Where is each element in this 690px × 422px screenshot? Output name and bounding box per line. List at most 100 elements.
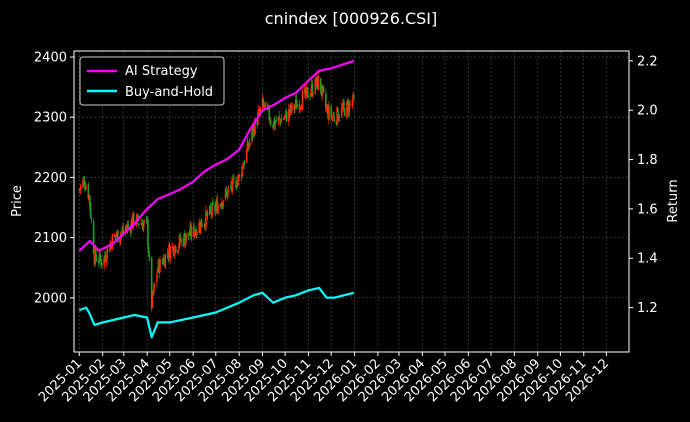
candle-body bbox=[232, 175, 234, 178]
y-axis-left: 2000 2100 2200 2300 2400 bbox=[34, 51, 74, 306]
candle-body bbox=[101, 263, 103, 266]
candle-body bbox=[136, 214, 139, 216]
candle-body bbox=[105, 261, 108, 263]
candle-body bbox=[196, 231, 198, 235]
candle-body bbox=[259, 107, 262, 112]
candle-body bbox=[98, 260, 100, 263]
candle-body bbox=[82, 180, 84, 188]
candle-body bbox=[322, 85, 324, 89]
candle-body bbox=[312, 93, 314, 96]
candle-body bbox=[248, 145, 250, 147]
candle-body bbox=[209, 207, 212, 211]
candle-body bbox=[150, 257, 153, 308]
candle-body bbox=[291, 103, 293, 111]
candle-body bbox=[219, 204, 222, 207]
candle-body bbox=[242, 163, 245, 170]
candle-body bbox=[322, 86, 325, 93]
candle-body bbox=[166, 253, 169, 255]
candle-body bbox=[288, 111, 291, 114]
candle-body bbox=[343, 108, 346, 117]
y-right-tick-label: 2.0 bbox=[637, 104, 658, 119]
candle-body bbox=[270, 121, 272, 124]
candle-body bbox=[254, 119, 256, 135]
y-axis-left-label: Price bbox=[10, 185, 25, 217]
candle-body bbox=[153, 283, 156, 286]
candle-body bbox=[200, 218, 203, 227]
candle-body bbox=[193, 225, 195, 237]
candle-body bbox=[87, 184, 90, 199]
y-left-tick-label: 2000 bbox=[34, 291, 67, 306]
candle-body bbox=[317, 76, 320, 90]
candle-body bbox=[205, 210, 207, 228]
candle-body bbox=[296, 104, 299, 107]
y-right-tick-label: 1.6 bbox=[637, 202, 658, 217]
candle-body bbox=[167, 256, 170, 258]
candle-body bbox=[332, 115, 335, 117]
candle-body bbox=[187, 232, 190, 237]
candle-body bbox=[237, 174, 240, 182]
candle-body bbox=[173, 253, 176, 257]
candle-body bbox=[190, 226, 193, 238]
y-right-tick-label: 2.2 bbox=[637, 54, 658, 69]
candle-body bbox=[161, 260, 164, 262]
candle-body bbox=[299, 106, 302, 108]
candle-body bbox=[283, 117, 286, 119]
candle-body bbox=[279, 118, 281, 120]
candle-body bbox=[284, 114, 286, 116]
candle-body bbox=[309, 93, 312, 96]
candle-body bbox=[319, 77, 322, 91]
candle-body bbox=[79, 185, 82, 190]
candle-body bbox=[274, 122, 277, 126]
candle-body bbox=[301, 92, 304, 110]
candle-body bbox=[127, 225, 130, 227]
candle-body bbox=[151, 291, 154, 308]
candle-body bbox=[103, 256, 105, 266]
y-right-tick-label: 1.4 bbox=[637, 252, 658, 267]
candle-body bbox=[126, 224, 129, 230]
candle-body bbox=[349, 103, 351, 105]
candle-body bbox=[211, 201, 214, 206]
candle-body bbox=[227, 189, 229, 197]
candle-body bbox=[268, 107, 271, 121]
candle-body bbox=[217, 205, 219, 214]
candle-body bbox=[306, 87, 309, 99]
legend-label-ai-strategy: AI Strategy bbox=[125, 64, 198, 79]
candle-body bbox=[120, 232, 123, 235]
candle-body bbox=[231, 178, 234, 192]
candle-body bbox=[108, 250, 111, 252]
y-right-tick-label: 1.8 bbox=[637, 153, 658, 168]
candle-body bbox=[236, 179, 239, 187]
candle-body bbox=[138, 223, 140, 225]
candle-body bbox=[111, 234, 114, 251]
candle-body bbox=[185, 233, 188, 241]
candle-body bbox=[243, 161, 246, 165]
chart-title: cnindex [000926.CSI] bbox=[265, 9, 438, 28]
candle-body bbox=[89, 195, 91, 207]
candle-body bbox=[172, 246, 175, 255]
candle-body bbox=[352, 94, 354, 104]
series-line-ai-strategy bbox=[78, 59, 355, 252]
candle-body bbox=[352, 97, 355, 99]
candle-body bbox=[199, 220, 202, 233]
legend-label-buy-and-hold: Buy-and-Hold bbox=[125, 85, 213, 100]
candle-body bbox=[262, 99, 265, 105]
y-axis-right: 1.2 1.4 1.6 1.8 2.0 2.2 bbox=[629, 54, 658, 316]
candle-body bbox=[309, 96, 311, 98]
candle-body bbox=[245, 149, 248, 163]
candle-body bbox=[211, 203, 213, 217]
candle-body bbox=[140, 223, 142, 225]
candle-body bbox=[177, 249, 179, 253]
candle-body bbox=[188, 235, 191, 237]
candle-body bbox=[340, 107, 343, 117]
y-axis-right-label: Return bbox=[666, 179, 681, 222]
candle-body bbox=[337, 108, 339, 121]
candle-body bbox=[343, 101, 345, 107]
candlesticks bbox=[78, 71, 355, 312]
candle-body bbox=[109, 243, 111, 251]
candle-body bbox=[280, 118, 283, 123]
candle-body bbox=[224, 189, 227, 199]
candle-body bbox=[142, 223, 145, 231]
legend-box bbox=[79, 56, 225, 106]
candle-body bbox=[277, 117, 280, 122]
